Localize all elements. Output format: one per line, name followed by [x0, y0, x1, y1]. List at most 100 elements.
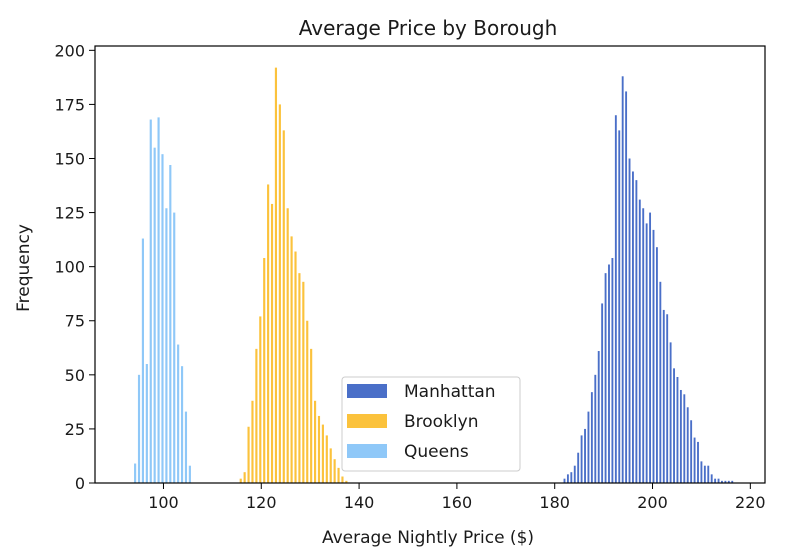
manhattan-bar [614, 115, 617, 483]
y-tick-label: 150 [54, 149, 85, 168]
queens-bar [184, 411, 188, 483]
manhattan-bar [703, 465, 706, 483]
manhattan-bar [642, 208, 645, 483]
manhattan-bar [683, 394, 686, 483]
manhattan-bar [597, 351, 600, 483]
manhattan-bar [666, 314, 669, 483]
brooklyn-bar [247, 426, 250, 483]
manhattan-bar [669, 342, 672, 483]
manhattan-bar [690, 420, 693, 483]
y-tick-label: 125 [54, 204, 85, 223]
brooklyn-bar [278, 104, 281, 483]
brooklyn-bar [290, 236, 293, 483]
queens-bar [169, 164, 172, 484]
legend-swatch-queens [347, 444, 387, 458]
queens-bar [149, 119, 152, 484]
brooklyn-bar [329, 448, 332, 483]
brooklyn-bar [306, 320, 309, 483]
queens-bar [161, 154, 164, 484]
brooklyn-bar [255, 348, 258, 483]
brooklyn-bar [325, 435, 328, 483]
manhattan-bar [659, 281, 662, 483]
queens-bar [145, 364, 148, 483]
x-tick-label: 120 [246, 493, 277, 512]
brooklyn-bar [317, 415, 321, 483]
brooklyn-bar [333, 459, 336, 483]
manhattan-bar [676, 377, 679, 483]
manhattan-bar [721, 480, 723, 483]
manhattan-bar [584, 428, 586, 483]
manhattan-bar [577, 452, 580, 483]
manhattan-bar [604, 273, 607, 483]
manhattan-bar [710, 474, 713, 483]
brooklyn-bar [314, 400, 317, 483]
queens-bar [180, 366, 184, 483]
x-tick-label: 100 [148, 493, 179, 512]
manhattan-bar [652, 229, 655, 483]
manhattan-bar [580, 435, 583, 483]
queens-bar [188, 465, 191, 483]
queens-bar [141, 238, 144, 483]
manhattan-bar [618, 130, 621, 483]
manhattan-bar [662, 309, 665, 483]
x-tick-label: 140 [344, 493, 375, 512]
y-tick-label: 175 [54, 95, 85, 114]
brooklyn-bar [298, 273, 301, 483]
manhattan-bar [697, 441, 699, 483]
legend: Manhattan Brooklyn Queens [341, 376, 521, 472]
legend-swatch-manhattan [347, 384, 387, 398]
plot-frame [94, 45, 766, 484]
brooklyn-bar [270, 203, 274, 483]
manhattan-bar [608, 264, 610, 483]
queens-bar [177, 344, 180, 483]
x-tick-label: 220 [735, 493, 766, 512]
manhattan-bar [566, 474, 569, 483]
axes-layer: 100 120 140 160 180 200 220 0 25 50 75 100 125 150 175… [54, 41, 765, 512]
manhattan-bar [621, 76, 624, 483]
brooklyn-bar [259, 316, 262, 483]
y-tick-label: 200 [54, 41, 85, 60]
manhattan-bar [731, 480, 734, 483]
queens-bar [173, 212, 176, 483]
legend-label-queens: Queens [404, 442, 469, 462]
manhattan-bar [727, 480, 730, 483]
manhattan-bar [625, 91, 628, 484]
brooklyn-bar [239, 478, 242, 483]
brooklyn-bar [302, 281, 305, 483]
bar-layer [134, 67, 734, 484]
brooklyn-bar [337, 467, 340, 483]
manhattan-bar [590, 392, 593, 483]
x-axis-label: Average Nightly Price ($) [322, 528, 534, 548]
manhattan-bar [601, 303, 604, 483]
brooklyn-bar [263, 258, 266, 483]
manhattan-bar [700, 461, 703, 483]
brooklyn-bar [274, 67, 278, 483]
brooklyn-bar [310, 348, 313, 483]
y-tick-label: 50 [65, 366, 85, 385]
manhattan-bar [632, 171, 634, 484]
brooklyn-bar [243, 472, 246, 483]
brooklyn-bar [267, 184, 270, 483]
y-axis-label: Frequency [14, 224, 34, 312]
brooklyn-bar [286, 208, 289, 483]
manhattan-bar [635, 180, 638, 483]
manhattan-bar [693, 437, 696, 483]
manhattan-bar [717, 478, 720, 483]
manhattan-bar [655, 247, 658, 483]
x-tick-label: 160 [442, 493, 473, 512]
brooklyn-bar [321, 424, 324, 483]
brooklyn-bar [341, 476, 344, 483]
chart-title: Average Price by Borough [299, 16, 558, 40]
manhattan-bar [707, 465, 710, 483]
y-tick-label: 25 [65, 420, 85, 439]
brooklyn-bar [282, 130, 285, 483]
manhattan-bar [638, 199, 641, 483]
brooklyn-bar [345, 480, 348, 483]
manhattan-bar [649, 212, 652, 483]
manhattan-bar [645, 223, 648, 483]
manhattan-bar [573, 465, 576, 483]
y-tick-label: 100 [54, 258, 85, 277]
legend-swatch-brooklyn [347, 414, 387, 428]
x-tick-label: 180 [539, 493, 570, 512]
